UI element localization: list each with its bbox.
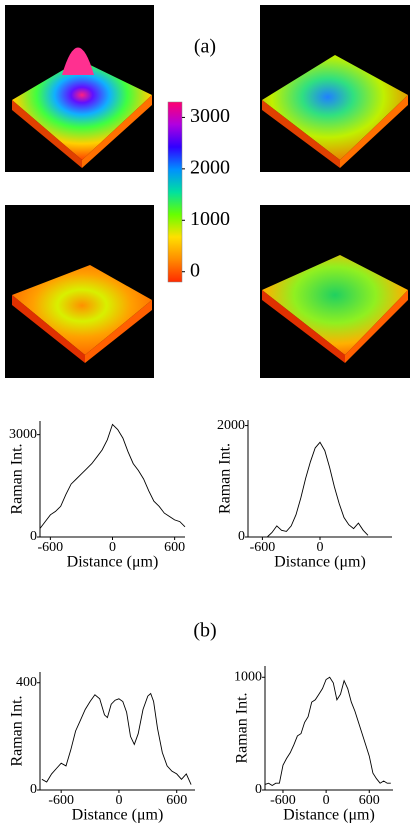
x-tick-label: -600 (270, 793, 296, 808)
colorbar-tick-label: 1000 (190, 208, 230, 230)
data-line (41, 692, 192, 785)
data-line (39, 423, 186, 529)
surface-3-map (12, 265, 152, 355)
surface-3-side (85, 300, 152, 363)
y-axis-label: Raman Int. (217, 443, 234, 514)
y-tick-label: 2000 (217, 418, 245, 433)
colorbar-tick-label: 0 (190, 259, 200, 281)
x-axis-label: Distance (μm) (274, 554, 366, 571)
surface-1-peak (62, 47, 94, 75)
colorbar-tick-label: 2000 (190, 156, 230, 178)
surface-4-map (262, 255, 408, 355)
surface-3-side (12, 295, 85, 363)
colorbar-tick-label: 3000 (190, 105, 230, 127)
y-tick-label: 0 (255, 782, 262, 797)
y-tick-label: 1000 (234, 669, 262, 684)
data-line (264, 676, 391, 787)
colorbar (167, 101, 183, 283)
surface-1-side (12, 100, 82, 168)
x-tick-label: -600 (48, 793, 74, 808)
y-tick-label: 0 (30, 782, 37, 797)
x-axis-label: Distance (μm) (72, 807, 164, 824)
x-tick-label: 600 (164, 540, 185, 555)
surface-4-side (345, 290, 408, 363)
surface-2-side (262, 100, 340, 168)
x-tick-label: -600 (38, 540, 64, 555)
surface-images (5, 5, 410, 378)
x-axis-label: Distance (μm) (283, 807, 375, 824)
y-tick-label: 400 (16, 675, 37, 690)
y-axis-label: Raman Int. (9, 695, 26, 766)
surface-2-map (262, 55, 408, 160)
surface-1-map (12, 60, 152, 160)
x-tick-label: 600 (359, 793, 380, 808)
x-tick-label: 600 (166, 793, 187, 808)
y-tick-label: 3000 (9, 427, 37, 442)
data-line (248, 441, 369, 538)
y-tick-label: 0 (238, 529, 245, 544)
y-tick-label: 0 (30, 529, 37, 544)
surface-4-side (262, 290, 345, 363)
x-axis-label: Distance (μm) (67, 554, 159, 571)
surface-1-side (82, 95, 152, 168)
y-axis-label: Raman Int. (234, 692, 251, 763)
surface-2-side (340, 95, 408, 168)
y-axis-label: Raman Int. (9, 443, 26, 514)
panel-label: (a) (194, 36, 216, 58)
x-tick-label: 0 (323, 793, 330, 808)
x-tick-label: 0 (115, 793, 122, 808)
x-tick-label: -600 (250, 540, 276, 555)
panel-label: (b) (193, 620, 216, 642)
x-tick-label: 0 (317, 540, 324, 555)
x-tick-label: 0 (109, 540, 116, 555)
